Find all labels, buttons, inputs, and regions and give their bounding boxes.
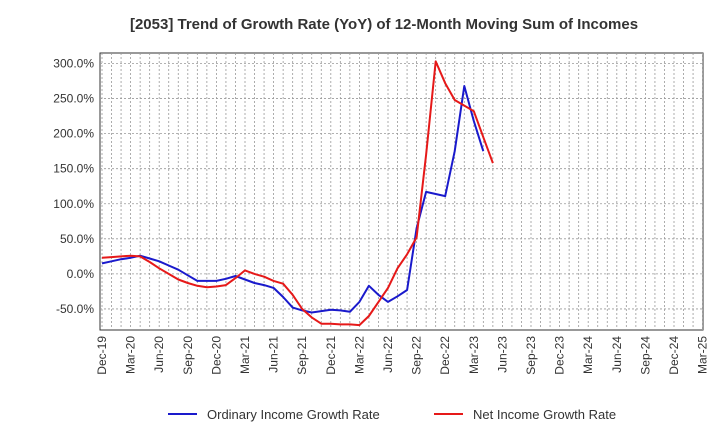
x-tick-label: Mar-25 [696, 336, 710, 374]
x-tick-label: Dec-19 [95, 336, 109, 375]
series-line-net-income [101, 60, 494, 327]
x-tick-label: Jun-23 [495, 336, 509, 373]
y-axis-tick-labels: 300.0% 250.0% 200.0% 150.0% 100.0% 50.0% 0.0% -… [53, 57, 94, 316]
legend-label-ordinary: Ordinary Income Growth Rate [207, 407, 380, 422]
x-tick-label: Jun-24 [610, 336, 624, 373]
y-tick-label: 50.0% [60, 232, 94, 246]
x-tick-label: Dec-23 [553, 336, 567, 375]
x-tick-label: Mar-24 [581, 336, 595, 374]
x-tick-label: Dec-21 [324, 336, 338, 375]
x-tick-label: Sep-22 [410, 336, 424, 375]
x-tick-label: Jun-21 [267, 336, 281, 373]
chart-title: [2053] Trend of Growth Rate (YoY) of 12-… [130, 16, 638, 33]
series-lines [101, 60, 494, 327]
plot-border [99, 52, 704, 331]
x-tick-label: Dec-20 [209, 336, 223, 375]
y-tick-label: 200.0% [53, 127, 94, 141]
plot-area [99, 52, 704, 331]
x-tick-label: Sep-21 [295, 336, 309, 375]
legend-label-net: Net Income Growth Rate [473, 407, 616, 422]
legend: Ordinary Income Growth Rate Net Income G… [168, 407, 616, 422]
x-tick-label: Dec-24 [667, 336, 681, 375]
gridlines [100, 53, 703, 330]
x-tick-label: Sep-24 [638, 336, 652, 375]
x-tick-label: Mar-20 [124, 336, 138, 374]
x-tick-label: Dec-22 [438, 336, 452, 375]
y-tick-label: 250.0% [53, 92, 94, 106]
y-tick-label: 0.0% [67, 267, 95, 281]
x-tick-label: Mar-21 [238, 336, 252, 374]
x-tick-label: Sep-20 [181, 336, 195, 375]
y-tick-label: 300.0% [53, 57, 94, 71]
x-tick-label: Mar-23 [467, 336, 481, 374]
x-tick-label: Jun-20 [152, 336, 166, 373]
y-tick-label: 100.0% [53, 197, 94, 211]
y-tick-label: 150.0% [53, 162, 94, 176]
x-tick-label: Sep-23 [524, 336, 538, 375]
x-tick-label: Mar-22 [352, 336, 366, 374]
x-tick-label: Jun-22 [381, 336, 395, 373]
x-axis-tick-labels: Dec-19 Mar-20 Jun-20 Sep-20 Dec-20 Mar-21 Jun-… [95, 336, 710, 375]
y-tick-label: -50.0% [56, 302, 94, 316]
